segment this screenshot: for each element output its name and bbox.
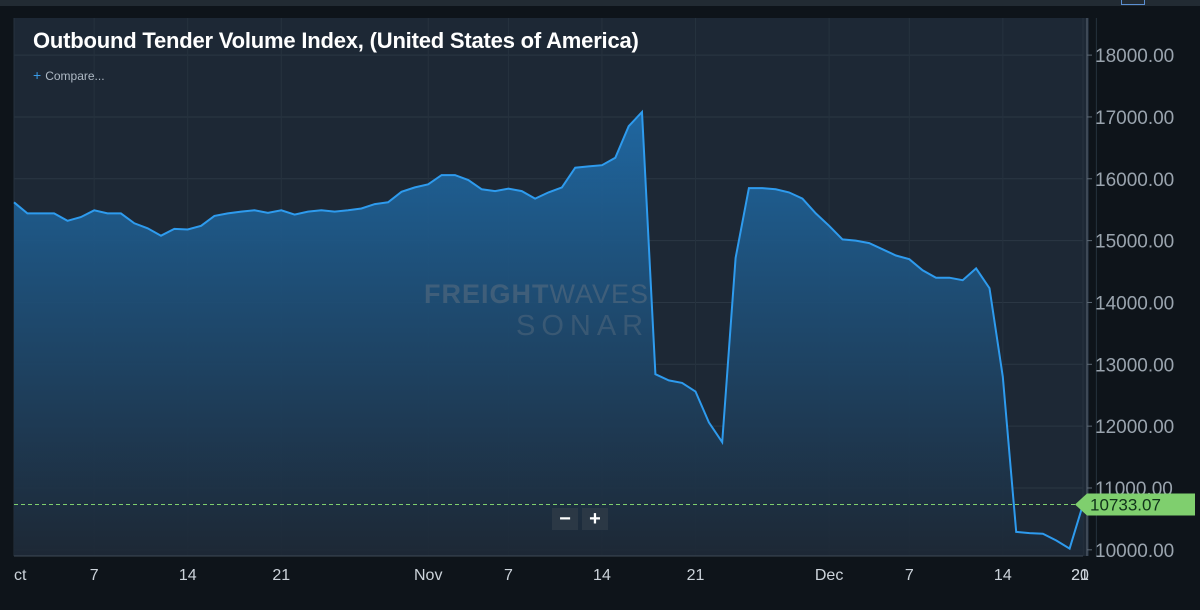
x-tick-label: Nov [414, 567, 442, 584]
y-tick-label: 13000.00 [1095, 355, 1174, 376]
zoom-in-button[interactable]: + [582, 508, 608, 530]
y-tick-label: 17000.00 [1095, 108, 1174, 129]
zoom-out-button[interactable]: − [552, 508, 578, 530]
last-value-badge-bg [1075, 493, 1195, 516]
compare-label: Compare... [45, 69, 105, 83]
x-tick-label: 14 [593, 567, 611, 584]
y-tick-label: 10000.00 [1095, 541, 1174, 562]
chart-title: Outbound Tender Volume Index, (United St… [33, 28, 639, 53]
y-tick-label: 15000.00 [1095, 232, 1174, 253]
x-tick-label: 21 [687, 567, 705, 584]
series-line [13, 109, 1084, 551]
x-tick-label: Dec [815, 567, 843, 584]
x-tick-label: 7 [905, 567, 914, 584]
x-tick-label: 14 [179, 567, 197, 584]
y-tick-label: 12000.00 [1095, 417, 1174, 438]
plus-icon: + [33, 67, 42, 83]
x-tick-label: 14 [994, 567, 1012, 584]
top-bar [0, 0, 1200, 6]
last-value-label: 10733.07 [1090, 495, 1161, 514]
y-tick-label: 14000.00 [1095, 293, 1174, 314]
y-tick-label: 16000.00 [1095, 170, 1174, 191]
compare-button[interactable]: + Compare... [33, 67, 105, 83]
window-button[interactable] [1121, 0, 1145, 5]
series-area [14, 112, 1083, 556]
x-tick-label: 7 [90, 567, 99, 584]
x-tick-label: 7 [504, 567, 513, 584]
y-axis: 10000.0011000.0012000.0013000.0014000.00… [1086, 18, 1174, 562]
x-tick-label: 21 [1071, 567, 1089, 584]
x-tick-label: ct [14, 567, 27, 584]
last-value-badge: 10733.07 [1075, 493, 1195, 516]
x-tick-label: 20 [1071, 567, 1089, 584]
x-tick-label: 21 [272, 567, 290, 584]
y-tick-label: 18000.00 [1095, 46, 1174, 67]
